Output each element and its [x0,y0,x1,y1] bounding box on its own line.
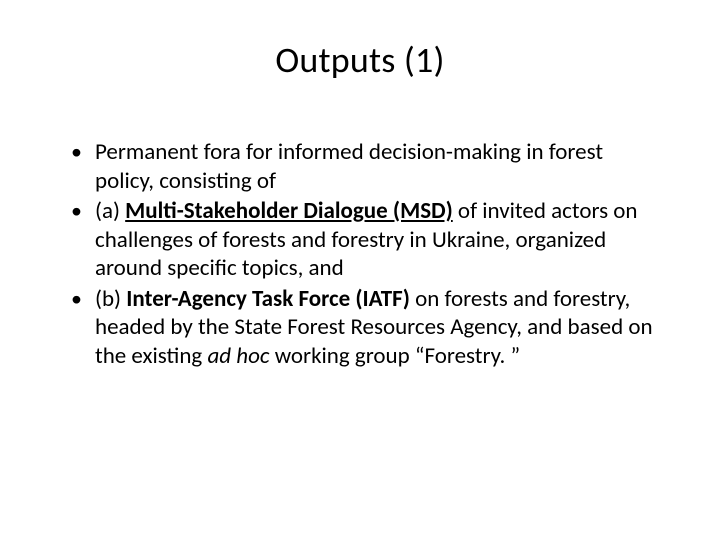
bullet-emphasis: Multi-Stakeholder Dialogue (MSD) [125,197,453,225]
list-item: (b) Inter-Agency Task Force (IATF) on fo… [67,285,665,371]
list-item: (a) Multi-Stakeholder Dialogue (MSD) of … [67,197,665,283]
bullet-text: (b) [95,285,126,313]
bullet-text: (a) [95,197,125,225]
bullet-emphasis: Inter-Agency Task Force (IATF) [126,285,410,313]
bullet-text: Permanent fora for informed decision-mak… [95,138,603,195]
bullet-italic: ad hoc [207,342,269,370]
slide-title: Outputs (1) [45,38,675,82]
slide-container: Outputs (1) Permanent fora for informed … [0,0,720,540]
bullet-list: Permanent fora for informed decision-mak… [67,138,665,370]
list-item: Permanent fora for informed decision-mak… [67,138,665,195]
bullet-text: working group “Forestry. ” [270,342,521,370]
slide-content: Permanent fora for informed decision-mak… [45,138,675,370]
